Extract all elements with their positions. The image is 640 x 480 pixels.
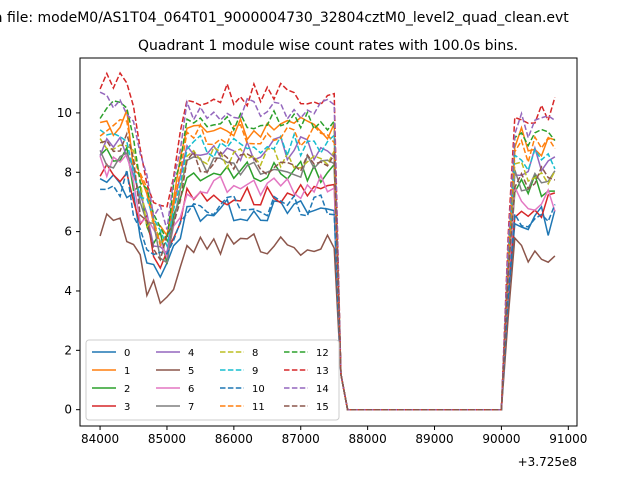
legend-label-11: 11 — [252, 402, 265, 413]
y-tick-label: 10 — [57, 106, 72, 120]
y-tick-label: 6 — [64, 225, 72, 239]
legend-label-15: 15 — [316, 402, 329, 413]
x-tick-label: 88000 — [349, 432, 387, 446]
legend-label-2: 2 — [124, 384, 130, 395]
y-tick-label: 8 — [64, 165, 72, 179]
legend-label-10: 10 — [252, 384, 265, 395]
x-axis: 84000 85000 86000 87000 88000 89000 90000 91000 — [81, 426, 587, 446]
legend-label-12: 12 — [316, 348, 329, 359]
series-line-15 — [99, 131, 556, 411]
legend-label-6: 6 — [188, 384, 194, 395]
legend-box — [85, 339, 340, 421]
y-tick-label: 2 — [64, 343, 72, 357]
legend-label-8: 8 — [252, 348, 258, 359]
legend-label-4: 4 — [188, 348, 194, 359]
legend-label-9: 9 — [252, 366, 258, 377]
legend-label-1: 1 — [124, 366, 130, 377]
legend-label-13: 13 — [316, 366, 329, 377]
legend-label-0: 0 — [124, 348, 130, 359]
series-line-13 — [99, 71, 556, 411]
plot-frame — [79, 57, 578, 427]
x-tick-label: 86000 — [215, 432, 253, 446]
x-tick-label: 84000 — [81, 432, 119, 446]
series-lines — [99, 71, 556, 411]
legend-label-14: 14 — [316, 384, 329, 395]
figure-suptitle: a file: modeM0/AS1T04_064T01_9000004730_… — [0, 10, 569, 26]
x-tick-label: 90000 — [482, 432, 520, 446]
series-line-11 — [99, 118, 556, 411]
y-tick-label: 0 — [64, 403, 72, 417]
legend-label-5: 5 — [188, 366, 194, 377]
legend-label-3: 3 — [124, 402, 130, 413]
x-tick-label: 87000 — [282, 432, 320, 446]
x-tick-label: 85000 — [148, 432, 186, 446]
chart-title: Quadrant 1 module wise count rates with … — [138, 38, 518, 54]
y-tick-label: 4 — [64, 284, 72, 298]
x-tick-label: 91000 — [549, 432, 587, 446]
y-axis: 0 2 4 6 8 10 — [57, 106, 80, 417]
x-tick-label: 89000 — [415, 432, 453, 446]
x-offset-label: +3.725e8 — [518, 455, 577, 469]
legend-label-7: 7 — [188, 402, 194, 413]
